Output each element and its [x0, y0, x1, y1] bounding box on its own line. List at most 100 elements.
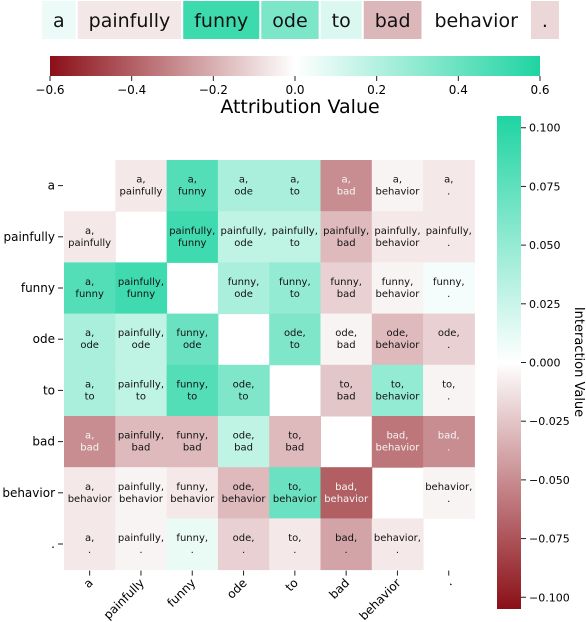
heatmap-cell [115, 313, 168, 366]
token-label: painfully [89, 10, 171, 32]
heatmap-row-label: a [48, 179, 55, 193]
heatmap-cell [115, 262, 168, 315]
heatmap-cell-label: ode [183, 340, 202, 351]
token-box [42, 1, 76, 39]
heatmap-cell-label: to, [288, 533, 301, 544]
heatmap-cell-label: funny, [176, 482, 208, 493]
token-label: ode [272, 10, 307, 32]
heatmap-cell [320, 262, 373, 315]
interaction-colorbar-tick-label: 0.075 [529, 180, 561, 193]
heatmap-cell-label: ode, [335, 328, 357, 339]
heatmap-cell-label: behavior [375, 289, 420, 300]
heatmap-cell-label: behavior [119, 494, 164, 505]
heatmap-cell [269, 262, 321, 315]
heatmap-cell-label: funny, [176, 533, 208, 544]
heatmap-cell-label: bad, [335, 533, 357, 544]
heatmap-cell [320, 518, 373, 571]
token-label: behavior [435, 10, 519, 32]
heatmap-cell-label: bad [285, 443, 304, 454]
token-label: a [53, 10, 65, 32]
heatmap-cell [115, 416, 168, 468]
heatmap-cell-label: . [191, 545, 194, 556]
heatmap-cell-label: behavior [375, 238, 420, 249]
attribution-colorbar-gradient [50, 56, 540, 76]
heatmap-cell-label: ode [234, 289, 253, 300]
heatmap-cell-label: ode, [284, 328, 306, 339]
heatmap-cell [320, 467, 373, 519]
heatmap-cell [269, 211, 321, 263]
heatmap-row-label: bad [32, 435, 55, 449]
attribution-colorbar-tick-label: −0.2 [199, 83, 228, 97]
attribution-colorbar: −0.6 −0.4 −0.2 0.0 0.2 0.4 0.6 Attribution Val… [35, 56, 550, 118]
token-box [261, 1, 319, 39]
heatmap-col-label: ode [224, 576, 250, 602]
heatmap-cell-label: to, [442, 379, 455, 390]
heatmap-cell [166, 467, 219, 519]
heatmap-cell-label: . [447, 187, 450, 198]
heatmap-row-label: funny [21, 281, 55, 295]
heatmap-cell-label: . [88, 545, 91, 556]
heatmap-cell-label: a, [341, 175, 350, 186]
heatmap-cell [217, 364, 270, 417]
heatmap-cell-label: . [447, 289, 450, 300]
heatmap-cell [371, 262, 424, 315]
heatmap-cell-label: to [290, 340, 300, 351]
heatmap-cell-label: funny, [176, 431, 208, 442]
heatmap-cell-label: behavior [375, 340, 420, 351]
heatmap-cell-label: . [447, 494, 450, 505]
heatmap-cell-label: painfully, [323, 226, 369, 237]
heatmap-cell-label: ode, [438, 328, 460, 339]
heatmap-cell-label: painfully, [426, 226, 472, 237]
heatmap-cell [269, 160, 321, 212]
heatmap-cell-label: bad, [335, 482, 357, 493]
heatmap-cell-label: a, [85, 226, 94, 237]
heatmap-cell [269, 313, 321, 366]
heatmap-cell [423, 313, 475, 366]
interaction-colorbar-tick-label: −0.100 [529, 591, 570, 604]
heatmap-cell [166, 518, 219, 571]
heatmap-cell [217, 416, 270, 468]
attribution-colorbar-tick-label: −0.4 [117, 83, 146, 97]
heatmap-cell [166, 416, 219, 468]
interaction-colorbar-label: Interaction Value [571, 307, 586, 417]
heatmap-cell-label: bad [132, 443, 151, 454]
heatmap-cell-label: ode, [387, 328, 409, 339]
interaction-colorbar-tick-label: −0.050 [529, 474, 570, 487]
heatmap-row-label: behavior [2, 486, 55, 500]
token-label: bad [375, 10, 411, 32]
heatmap-cell-label: ode [234, 187, 253, 198]
heatmap-cell-label: a, [393, 175, 402, 186]
heatmap-cell-label: to [239, 391, 249, 402]
heatmap-col-label: . [442, 576, 455, 589]
heatmap-cell-label: painfully, [220, 226, 266, 237]
heatmap-cell-label: a, [136, 175, 145, 186]
heatmap-cell [115, 160, 168, 212]
token-box [77, 1, 182, 39]
heatmap-cell-label: funny, [176, 328, 208, 339]
heatmap-cell-label: a, [85, 533, 94, 544]
heatmap-cell-label: . [447, 391, 450, 402]
heatmap-cell-label: to [136, 391, 146, 402]
heatmap-cell-label: . [345, 545, 348, 556]
heatmap-cell-label: painfully, [169, 226, 215, 237]
heatmap-row-label: painfully [3, 230, 55, 244]
heatmap-cell-label: . [447, 340, 450, 351]
heatmap-cell-label: ode [80, 340, 99, 351]
interaction-colorbar-tick-label: 0.100 [529, 122, 561, 135]
interaction-colorbar-tick-label: 0.000 [529, 357, 561, 370]
heatmap-cell-label: ode, [233, 533, 255, 544]
heatmap-cell [371, 160, 424, 212]
token-box [363, 1, 422, 39]
heatmap-col-label: bad [326, 576, 352, 602]
heatmap-cell [269, 416, 321, 468]
heatmap-cell [217, 211, 270, 263]
heatmap-cell-label: bad [80, 443, 99, 454]
heatmap-cell [64, 313, 116, 366]
heatmap-row-label: ode [33, 332, 55, 346]
heatmap-cell-label: behavior, [374, 533, 421, 544]
attribution-colorbar-tick-label: 0.0 [285, 83, 304, 97]
heatmap-cell-label: funny, [279, 277, 311, 288]
heatmap-cell-label: bad [337, 340, 356, 351]
heatmap-cell-label: behavior [273, 494, 318, 505]
